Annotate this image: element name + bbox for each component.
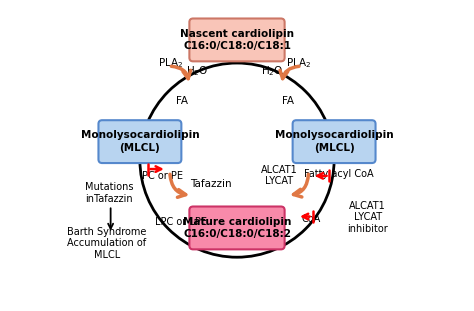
Text: Monolysocardiolipin: Monolysocardiolipin — [81, 131, 199, 141]
Text: PLA$_2$: PLA$_2$ — [286, 56, 311, 70]
FancyBboxPatch shape — [190, 207, 284, 249]
FancyBboxPatch shape — [292, 120, 375, 163]
Text: CoA: CoA — [302, 214, 321, 224]
Text: ALCAT1
LYCAT: ALCAT1 LYCAT — [261, 165, 298, 186]
Text: PC or PE: PC or PE — [142, 170, 183, 180]
Text: Nascent cardiolipin: Nascent cardiolipin — [180, 29, 294, 39]
Text: Tafazzin: Tafazzin — [190, 179, 232, 189]
Text: ALCAT1
LYCAT
inhibitor: ALCAT1 LYCAT inhibitor — [347, 201, 388, 234]
Text: (MLCL): (MLCL) — [119, 143, 160, 153]
Text: FA: FA — [175, 96, 188, 106]
Text: Mutations
inTafazzin: Mutations inTafazzin — [85, 182, 133, 204]
Text: Barth Syndrome
Accumulation of
MLCL: Barth Syndrome Accumulation of MLCL — [67, 227, 146, 260]
Text: C16:0/C18:0/C18:1: C16:0/C18:0/C18:1 — [183, 41, 291, 51]
Text: (MLCL): (MLCL) — [314, 143, 355, 153]
Text: LPC or LPE: LPC or LPE — [155, 217, 207, 227]
Text: PLA$_2$: PLA$_2$ — [158, 56, 183, 70]
FancyBboxPatch shape — [99, 120, 182, 163]
FancyBboxPatch shape — [190, 18, 284, 61]
Text: C16:0/C18:0/C18:2: C16:0/C18:0/C18:2 — [183, 229, 291, 239]
Text: Mature cardiolipin: Mature cardiolipin — [183, 217, 291, 227]
Text: H$_2$O: H$_2$O — [261, 64, 283, 78]
Text: Fatty acyl CoA: Fatty acyl CoA — [304, 169, 374, 179]
Text: H$_2$O: H$_2$O — [186, 64, 208, 78]
Text: FA: FA — [282, 96, 294, 106]
Text: Monolysocardiolipin: Monolysocardiolipin — [275, 131, 393, 141]
